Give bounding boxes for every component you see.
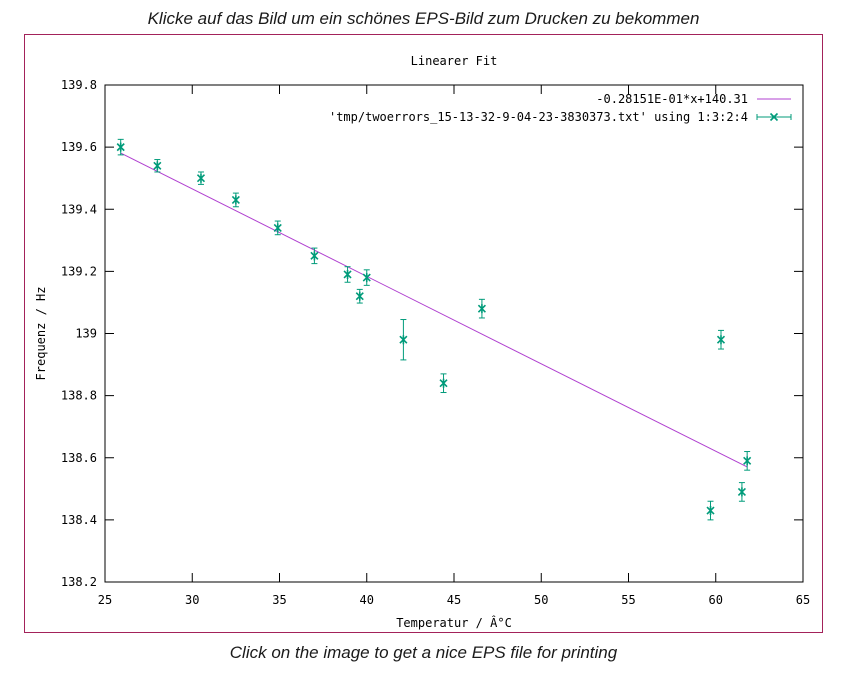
chart-image-link[interactable]: 25 30 35 40 45 50 55 60 65 138.2 138.4 138.6 138.8 13… xyxy=(24,34,823,633)
x-tick-label: 50 xyxy=(534,593,548,607)
y-tick-label: 139.2 xyxy=(61,264,97,278)
chart-title: Linearer Fit xyxy=(411,54,498,68)
top-caption: Klicke auf das Bild um ein schönes EPS-B… xyxy=(147,9,700,28)
data-point xyxy=(743,451,752,471)
data-points xyxy=(116,138,752,521)
axis-ticks: 25 30 35 40 45 50 55 60 65 138.2 138.4 138.6 138.8 13… xyxy=(61,78,810,607)
data-point xyxy=(355,288,364,304)
fit-line xyxy=(120,152,748,468)
point-marker xyxy=(399,335,408,345)
data-point xyxy=(399,319,408,361)
data-point xyxy=(196,171,206,185)
y-tick-label: 139.8 xyxy=(61,78,97,92)
data-point xyxy=(737,482,746,502)
point-marker xyxy=(196,173,206,183)
legend-fit-label: -0.28151E-01*x+140.31 xyxy=(596,92,748,106)
data-point xyxy=(716,329,726,350)
data-point xyxy=(231,192,240,208)
x-tick-label: 35 xyxy=(272,593,286,607)
x-tick-label: 30 xyxy=(185,593,199,607)
x-tick-label: 45 xyxy=(447,593,461,607)
data-point xyxy=(153,159,162,173)
point-marker xyxy=(343,269,352,279)
point-marker xyxy=(153,161,162,171)
data-point xyxy=(343,266,352,283)
y-axis-label: Frequenz / Hz xyxy=(34,287,48,381)
legend: -0.28151E-01*x+140.31 'tmp/twoerrors_15-… xyxy=(329,92,792,124)
data-point xyxy=(273,220,282,236)
y-tick-label: 139.4 xyxy=(61,202,97,216)
point-marker xyxy=(706,506,715,516)
plot-area xyxy=(104,84,804,583)
point-marker xyxy=(273,223,282,233)
x-axis-label: Temperatur / Â°C xyxy=(396,615,512,630)
y-tick-label: 138.2 xyxy=(61,575,97,589)
y-tick-label: 139 xyxy=(75,327,97,341)
point-marker xyxy=(477,304,486,314)
point-marker xyxy=(439,378,448,388)
x-tick-label: 55 xyxy=(621,593,635,607)
x-tick-label: 25 xyxy=(98,593,112,607)
data-point xyxy=(362,269,371,286)
y-tick-label: 138.4 xyxy=(61,513,97,527)
point-marker xyxy=(231,195,240,205)
point-marker xyxy=(743,456,752,466)
data-point xyxy=(116,138,125,156)
data-point xyxy=(310,247,319,265)
x-tick-label: 65 xyxy=(796,593,810,607)
legend-data-swatch xyxy=(756,112,792,122)
data-point xyxy=(706,500,715,521)
legend-swatch-marker xyxy=(769,112,779,122)
legend-data-label: 'tmp/twoerrors_15-13-32-9-04-23-3830373.… xyxy=(329,110,748,124)
chart-svg: 25 30 35 40 45 50 55 60 65 138.2 138.4 138.6 138.8 13… xyxy=(34,54,810,630)
y-tick-label: 138.8 xyxy=(61,389,97,403)
bottom-caption: Click on the image to get a nice EPS fil… xyxy=(229,643,618,662)
point-marker xyxy=(362,273,371,283)
point-marker xyxy=(116,142,125,152)
point-marker xyxy=(355,291,364,301)
x-tick-label: 60 xyxy=(709,593,723,607)
data-point xyxy=(477,298,486,319)
point-marker xyxy=(310,251,319,261)
x-tick-label: 40 xyxy=(360,593,374,607)
data-point xyxy=(439,373,448,394)
y-tick-label: 138.6 xyxy=(61,451,97,465)
point-marker xyxy=(737,487,746,497)
y-tick-label: 139.6 xyxy=(61,140,97,154)
point-marker xyxy=(716,335,726,345)
